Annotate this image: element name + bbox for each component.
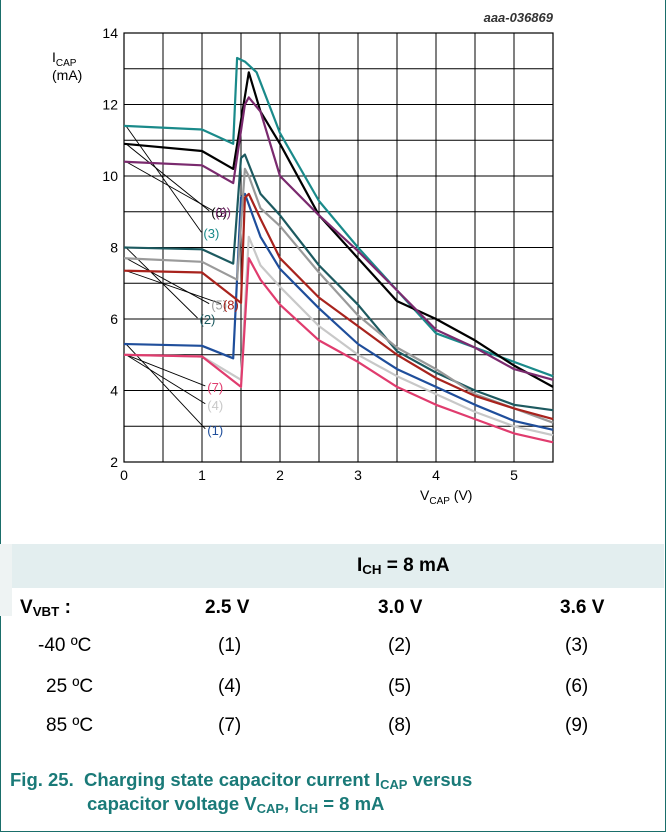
legend-cell: (1): [218, 635, 242, 656]
y-tick-label: 14: [102, 25, 118, 41]
leader-line: [125, 143, 210, 212]
chart-grid: [123, 32, 554, 463]
legend-cell: (7): [218, 715, 242, 736]
caption-line-2-sub2: CH: [299, 801, 319, 816]
leader-line: [125, 343, 206, 430]
caption-line-1-sub: CAP: [380, 777, 408, 792]
series-line-3: [123, 56, 554, 378]
curve-label: (4): [207, 398, 223, 413]
x-tick-label: 0: [120, 467, 128, 483]
x-tick-label: 4: [432, 467, 440, 483]
caption-line-2-tail: = 8 mA: [318, 793, 385, 814]
x-axis-label-unit: (V): [450, 487, 473, 503]
legend-header-band: [12, 544, 664, 588]
caption-line-2-mid: , I: [283, 793, 300, 814]
legend-row-temp: 25 ºC: [46, 676, 94, 697]
x-tick-label: 1: [198, 467, 206, 483]
curve-label: (8): [223, 298, 239, 313]
legend-header-main: I: [357, 555, 363, 576]
x-axis-label: VCAP (V): [420, 487, 472, 507]
x-tick-label: 2: [276, 467, 284, 483]
series-line-5: [123, 167, 554, 424]
y-tick-label: 10: [102, 168, 118, 184]
leader-line: [125, 354, 206, 405]
caption-line-1-text: Charging state capacitor current I: [84, 769, 381, 790]
leader-line: [125, 354, 206, 387]
y-axis-unit: (mA): [52, 67, 82, 83]
curve-label: (2): [200, 312, 216, 327]
curve-label: (9): [215, 205, 231, 220]
legend-side-band: [0, 544, 12, 616]
legend-cell: (8): [388, 715, 412, 736]
caption-line-2-sub: CAP: [256, 801, 284, 816]
y-tick-label: 8: [110, 240, 118, 256]
series-line-9: [123, 96, 554, 381]
chart-series: [123, 56, 554, 444]
legend-col-header: 2.5 V: [205, 597, 250, 618]
curve-label: (3): [203, 226, 219, 241]
legend-row-label: VVBT :: [20, 597, 71, 619]
legend-cell: (5): [388, 676, 412, 697]
legend-row-label-tail: :: [59, 597, 71, 618]
legend-cell: (4): [218, 676, 242, 697]
series-line-7: [123, 257, 554, 444]
figure-caption: Fig. 25. Charging state capacitor curren…: [10, 768, 660, 816]
legend-header: ICH = 8 mA: [357, 555, 450, 577]
legend-header-tail: = 8 mA: [381, 555, 450, 576]
caption-number: Fig. 25.: [10, 769, 74, 790]
leader-line: [125, 270, 222, 305]
y-axis-label-sub: CAP: [56, 58, 77, 69]
leader-line: [125, 161, 214, 212]
legend-cell: (2): [388, 635, 412, 656]
curve-label: (5): [211, 298, 227, 313]
legend-cell: (9): [565, 715, 589, 736]
x-tick-label: 5: [510, 467, 518, 483]
series-line-1: [123, 192, 554, 431]
curve-label: (6): [211, 205, 227, 220]
figure-ref: aaa-036869: [484, 10, 554, 25]
legend-row-label-main: V: [20, 597, 33, 618]
curve-label: (7): [207, 380, 223, 395]
series-line-8: [123, 192, 554, 421]
y-tick-label: 12: [102, 97, 118, 113]
legend-col-header: 3.6 V: [560, 597, 605, 618]
legend-col-header: 3.0 V: [378, 597, 423, 618]
legend-cell: (6): [565, 676, 589, 697]
y-axis-label: ICAP: [52, 49, 77, 69]
caption-line-2: capacitor voltage VCAP, ICH = 8 mA: [10, 792, 660, 816]
x-axis-label-main: V: [420, 487, 430, 503]
y-tick-label: 6: [110, 311, 118, 327]
legend-row-temp: -40 ºC: [38, 635, 92, 656]
leader-line: [125, 125, 202, 233]
curve-label: (1): [207, 423, 223, 438]
series-line-4: [123, 235, 554, 437]
y-tick-label: 4: [110, 383, 118, 399]
x-axis-label-sub: CAP: [429, 496, 450, 507]
series-line-2: [123, 153, 554, 412]
chart-annotations: (6)(9) (3) (5)(8) (2) (7) (4) (1): [200, 205, 239, 438]
caption-line-2-text: capacitor voltage V: [87, 793, 257, 814]
y-axis-label-main: I: [52, 49, 56, 65]
legend-header-sub: CH: [362, 562, 382, 577]
y-tick-label: 2: [110, 454, 118, 470]
caption-line-1-tail: versus: [407, 769, 473, 790]
legend-row-label-sub: VBT: [32, 604, 60, 619]
leader-line: [125, 257, 210, 305]
legend-cell: (3): [565, 635, 589, 656]
caption-line-1: Fig. 25. Charging state capacitor curren…: [10, 768, 660, 792]
x-tick-label: 3: [354, 467, 362, 483]
legend-row-temp: 85 ºC: [46, 715, 94, 736]
